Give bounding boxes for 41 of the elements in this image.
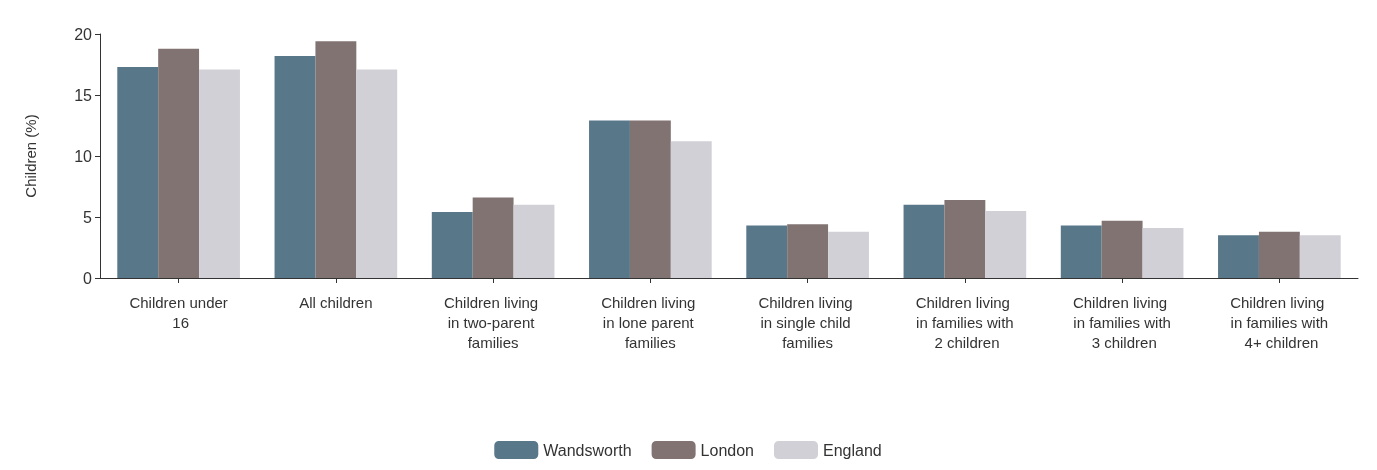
y-tick-label: 15: [74, 86, 93, 104]
bar: [117, 66, 159, 278]
legend-label: Wandsworth: [543, 441, 632, 459]
bar: [199, 69, 240, 278]
y-tick-label: 0: [83, 269, 93, 287]
bar: [1218, 235, 1259, 278]
bar: [356, 69, 398, 278]
x-tick-label: Children living in families with 3 children: [1072, 293, 1172, 351]
bar: [1101, 220, 1143, 278]
bar: [985, 210, 1027, 278]
bar: [629, 120, 671, 278]
bar: [315, 41, 357, 278]
x-tick-label: Children living in families with 4+ children: [1230, 293, 1329, 351]
legend-label: London: [700, 441, 754, 459]
bar: [787, 224, 829, 278]
bar: [1142, 227, 1184, 278]
bar: [513, 204, 555, 278]
bar: [589, 120, 630, 278]
bar: [472, 197, 514, 278]
x-tick-label: Children living in single child families: [758, 293, 857, 351]
bar: [158, 48, 200, 278]
y-axis-title: Children (%): [22, 114, 39, 198]
bar: [274, 55, 316, 278]
y-tick-label: 20: [74, 25, 93, 43]
x-tick-label: All children: [299, 293, 373, 311]
legend-label: England: [823, 441, 882, 459]
x-tick-label: Children living in lone parent families: [601, 293, 700, 351]
y-tick-label: 10: [74, 147, 93, 165]
y-tick-label: 5: [83, 208, 93, 226]
bar: [1258, 231, 1300, 278]
bar: [944, 199, 986, 278]
x-tick-label: Children under 16: [129, 293, 228, 331]
x-tick-label: Children living in families with 2 children: [915, 293, 1015, 351]
x-tick-label: Children living in two-parent families: [443, 293, 543, 351]
bar: [431, 212, 473, 278]
bar: [903, 204, 945, 278]
bar: [1060, 225, 1102, 278]
bar: [746, 225, 788, 278]
bar: [1299, 235, 1341, 278]
bar: [670, 141, 712, 278]
bar: [828, 231, 869, 278]
